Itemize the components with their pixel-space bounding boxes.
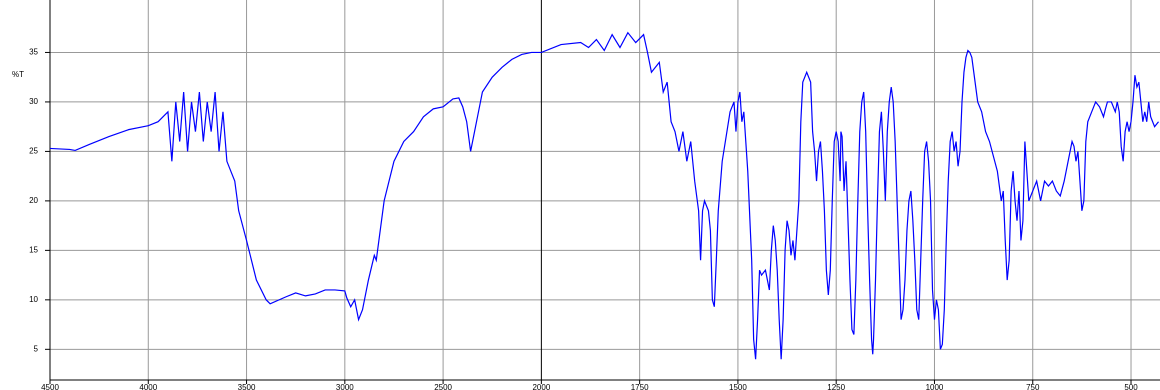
y-tick-label: 25: [29, 147, 38, 156]
y-tick-label: 30: [29, 97, 38, 106]
x-tick-label: 1500: [729, 383, 747, 390]
y-tick-label: 35: [29, 48, 38, 57]
x-tick-label: 1000: [926, 383, 944, 390]
x-tick-label: 1250: [827, 383, 845, 390]
x-tick-label: 750: [1026, 383, 1040, 390]
spectrum-line: [49, 31, 1159, 360]
x-tick-label: 3000: [336, 383, 354, 390]
x-tick-label: 3500: [238, 383, 256, 390]
y-axis-label: %T: [12, 70, 24, 79]
y-tick-label: 15: [29, 245, 38, 254]
y-tick-label: 5: [34, 344, 39, 353]
x-tick-label: 500: [1124, 383, 1138, 390]
x-tick-label: 2500: [434, 383, 452, 390]
x-tick-label: 4000: [139, 383, 157, 390]
x-tick-label: 2000: [532, 383, 550, 390]
y-tick-label: 20: [29, 196, 38, 205]
x-tick-label: 1750: [631, 383, 649, 390]
x-tick-label: 4500: [41, 383, 59, 390]
y-tick-label: 10: [29, 295, 38, 304]
